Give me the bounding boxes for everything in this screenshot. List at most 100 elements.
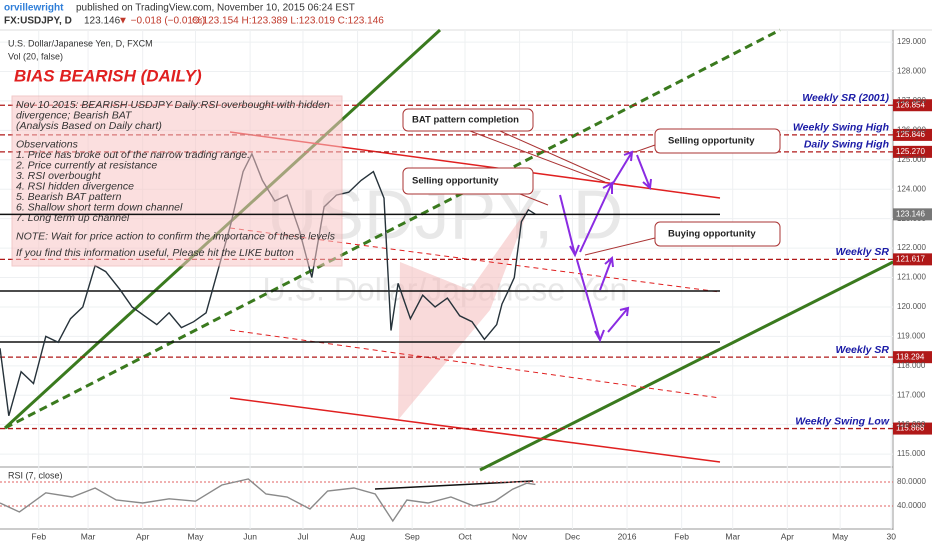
price-tag [893,99,932,112]
x-tick-label: Apr [136,531,149,541]
level-name: Weekly Swing High [793,122,889,134]
price-tag-label: 125.270 [896,147,925,156]
callout-pointer [519,193,549,206]
y-tick-label: 129.000 [897,37,926,46]
published: published on TradingView.com, November 1… [76,3,355,14]
note-box [11,95,343,267]
price-tag [893,351,932,364]
price-tag [893,208,932,221]
y-tick-label: 124.000 [897,184,926,193]
level-name: Weekly SR [836,344,890,356]
x-tick-label: Dec [565,531,581,541]
symbol: FX:USDJPY, D [4,16,72,27]
rsi-tick-label: 40.0000 [897,501,926,510]
callout-pointer [469,130,606,183]
x-tick-label: Jul [298,531,309,541]
note-line: If you find this information useful, Ple… [16,247,294,259]
price-tag [893,128,932,141]
y-tick-label: 125.000 [897,155,926,164]
x-tick-label: Sep [405,531,420,541]
y-tick-label: 128.000 [897,67,926,76]
callout-text: Selling opportunity [412,176,499,187]
note-line: 2. Price currently at resistance [15,159,157,171]
channel-line [229,397,721,463]
change: ▼ −0.018 (−0.01%) [118,16,205,27]
note-line: divergence; Bearish BAT [16,109,133,121]
arrows [559,150,652,343]
rsi-label: RSI (7, close) [8,470,63,480]
y-tick-label: 116.000 [897,420,926,429]
callout-pointer [634,144,656,153]
note-line: (Analysis Based on Daily chart) [16,120,162,132]
x-tick-label: Feb [674,531,689,541]
callout-text: Selling opportunity [668,136,755,147]
rsi-pane: 40.0000 80.0000 [0,477,926,523]
callout-pointer [499,130,611,181]
author[interactable]: orvillewright [4,3,64,14]
y-tick-label: 122.000 [897,243,926,252]
x-tick-label: Mar [81,531,96,541]
x-tick-label: Apr [781,531,794,541]
price-tag-label: 126.854 [896,100,925,109]
x-tick-label: Mar [725,531,740,541]
callout-box [402,167,534,195]
price-tag-label: 125.846 [896,130,925,139]
volume-label: Vol (20, false) [8,51,63,61]
x-tick-label: Nov [512,531,528,541]
note-line: 1. Price has broke out of the narrow tra… [16,149,250,161]
x-tick-label: 2016 [618,531,637,541]
note-line: 4. RSI hidden divergence [16,180,134,192]
trendline [479,260,894,472]
y-tick-label: 126.000 [897,125,926,134]
instrument: U.S. Dollar/Japanese Yen, D, FXCM [8,38,153,48]
level-name: Weekly SR (2001) [802,92,889,104]
level-name: Daily Swing High [804,139,889,151]
price-line [0,478,536,523]
x-tick-label: Aug [350,531,365,541]
note-line: 6. Shallow short term down channel [16,201,183,213]
price-tag-label: 121.617 [896,254,925,263]
last-price: 123.146 [84,16,121,27]
y-tick-label: 117.000 [897,390,926,399]
note-line: 3. RSI overbought [16,170,102,182]
price-tag [893,253,932,266]
x-tick-label: Oct [458,531,472,541]
callout-pointer [584,237,656,256]
note-line: 7. Long term up channel [16,212,130,224]
price-tag-label: 123.146 [896,209,925,218]
callout-box [654,221,781,247]
y-tick-label: 120.000 [897,302,926,311]
level-name: Weekly SR [836,246,890,258]
price-tag [893,422,932,435]
note-line: NOTE: Wait for price action to confirm t… [16,230,336,242]
callout-box [402,108,534,132]
price-tag-label: 118.294 [896,352,925,361]
bias-title: BIAS BEARISH (DAILY) [14,66,202,85]
note-line: Observations [16,138,79,150]
x-tick-label: May [187,531,204,541]
note-line: Nov 10 2015: BEARISH USDJPY Daily:RSI ov… [16,99,330,111]
y-tick-label: 127.000 [897,96,926,105]
level-name: Weekly Swing Low [795,415,890,427]
notes: Nov 10 2015: BEARISH USDJPY Daily:RSI ov… [15,99,336,259]
callout-box [654,128,781,154]
trendline [4,28,781,430]
price-tag [893,145,932,158]
ohlc: O:123.154 H:123.389 L:123.019 C:123.146 [192,16,384,27]
y-tick-label: 115.000 [897,449,926,458]
note-line: 5. Bearish BAT pattern [16,191,122,203]
y-tick-label: 118.000 [897,361,926,370]
rsi-tick-label: 80.0000 [897,477,926,486]
header: orvillewright published on TradingView.c… [4,3,384,27]
callouts: BAT pattern completion Selling opportuni… [402,108,781,256]
divergence-line [374,480,534,490]
x-tick-label: Jun [243,531,257,541]
y-tick-label: 119.000 [897,331,926,340]
x-tick-label: Feb [31,531,46,541]
y-tick-label: 121.000 [897,273,926,282]
callout-text: Buying opportunity [668,229,756,240]
x-tick-label: May [832,531,849,541]
price-tag-label: 115.868 [896,424,925,433]
